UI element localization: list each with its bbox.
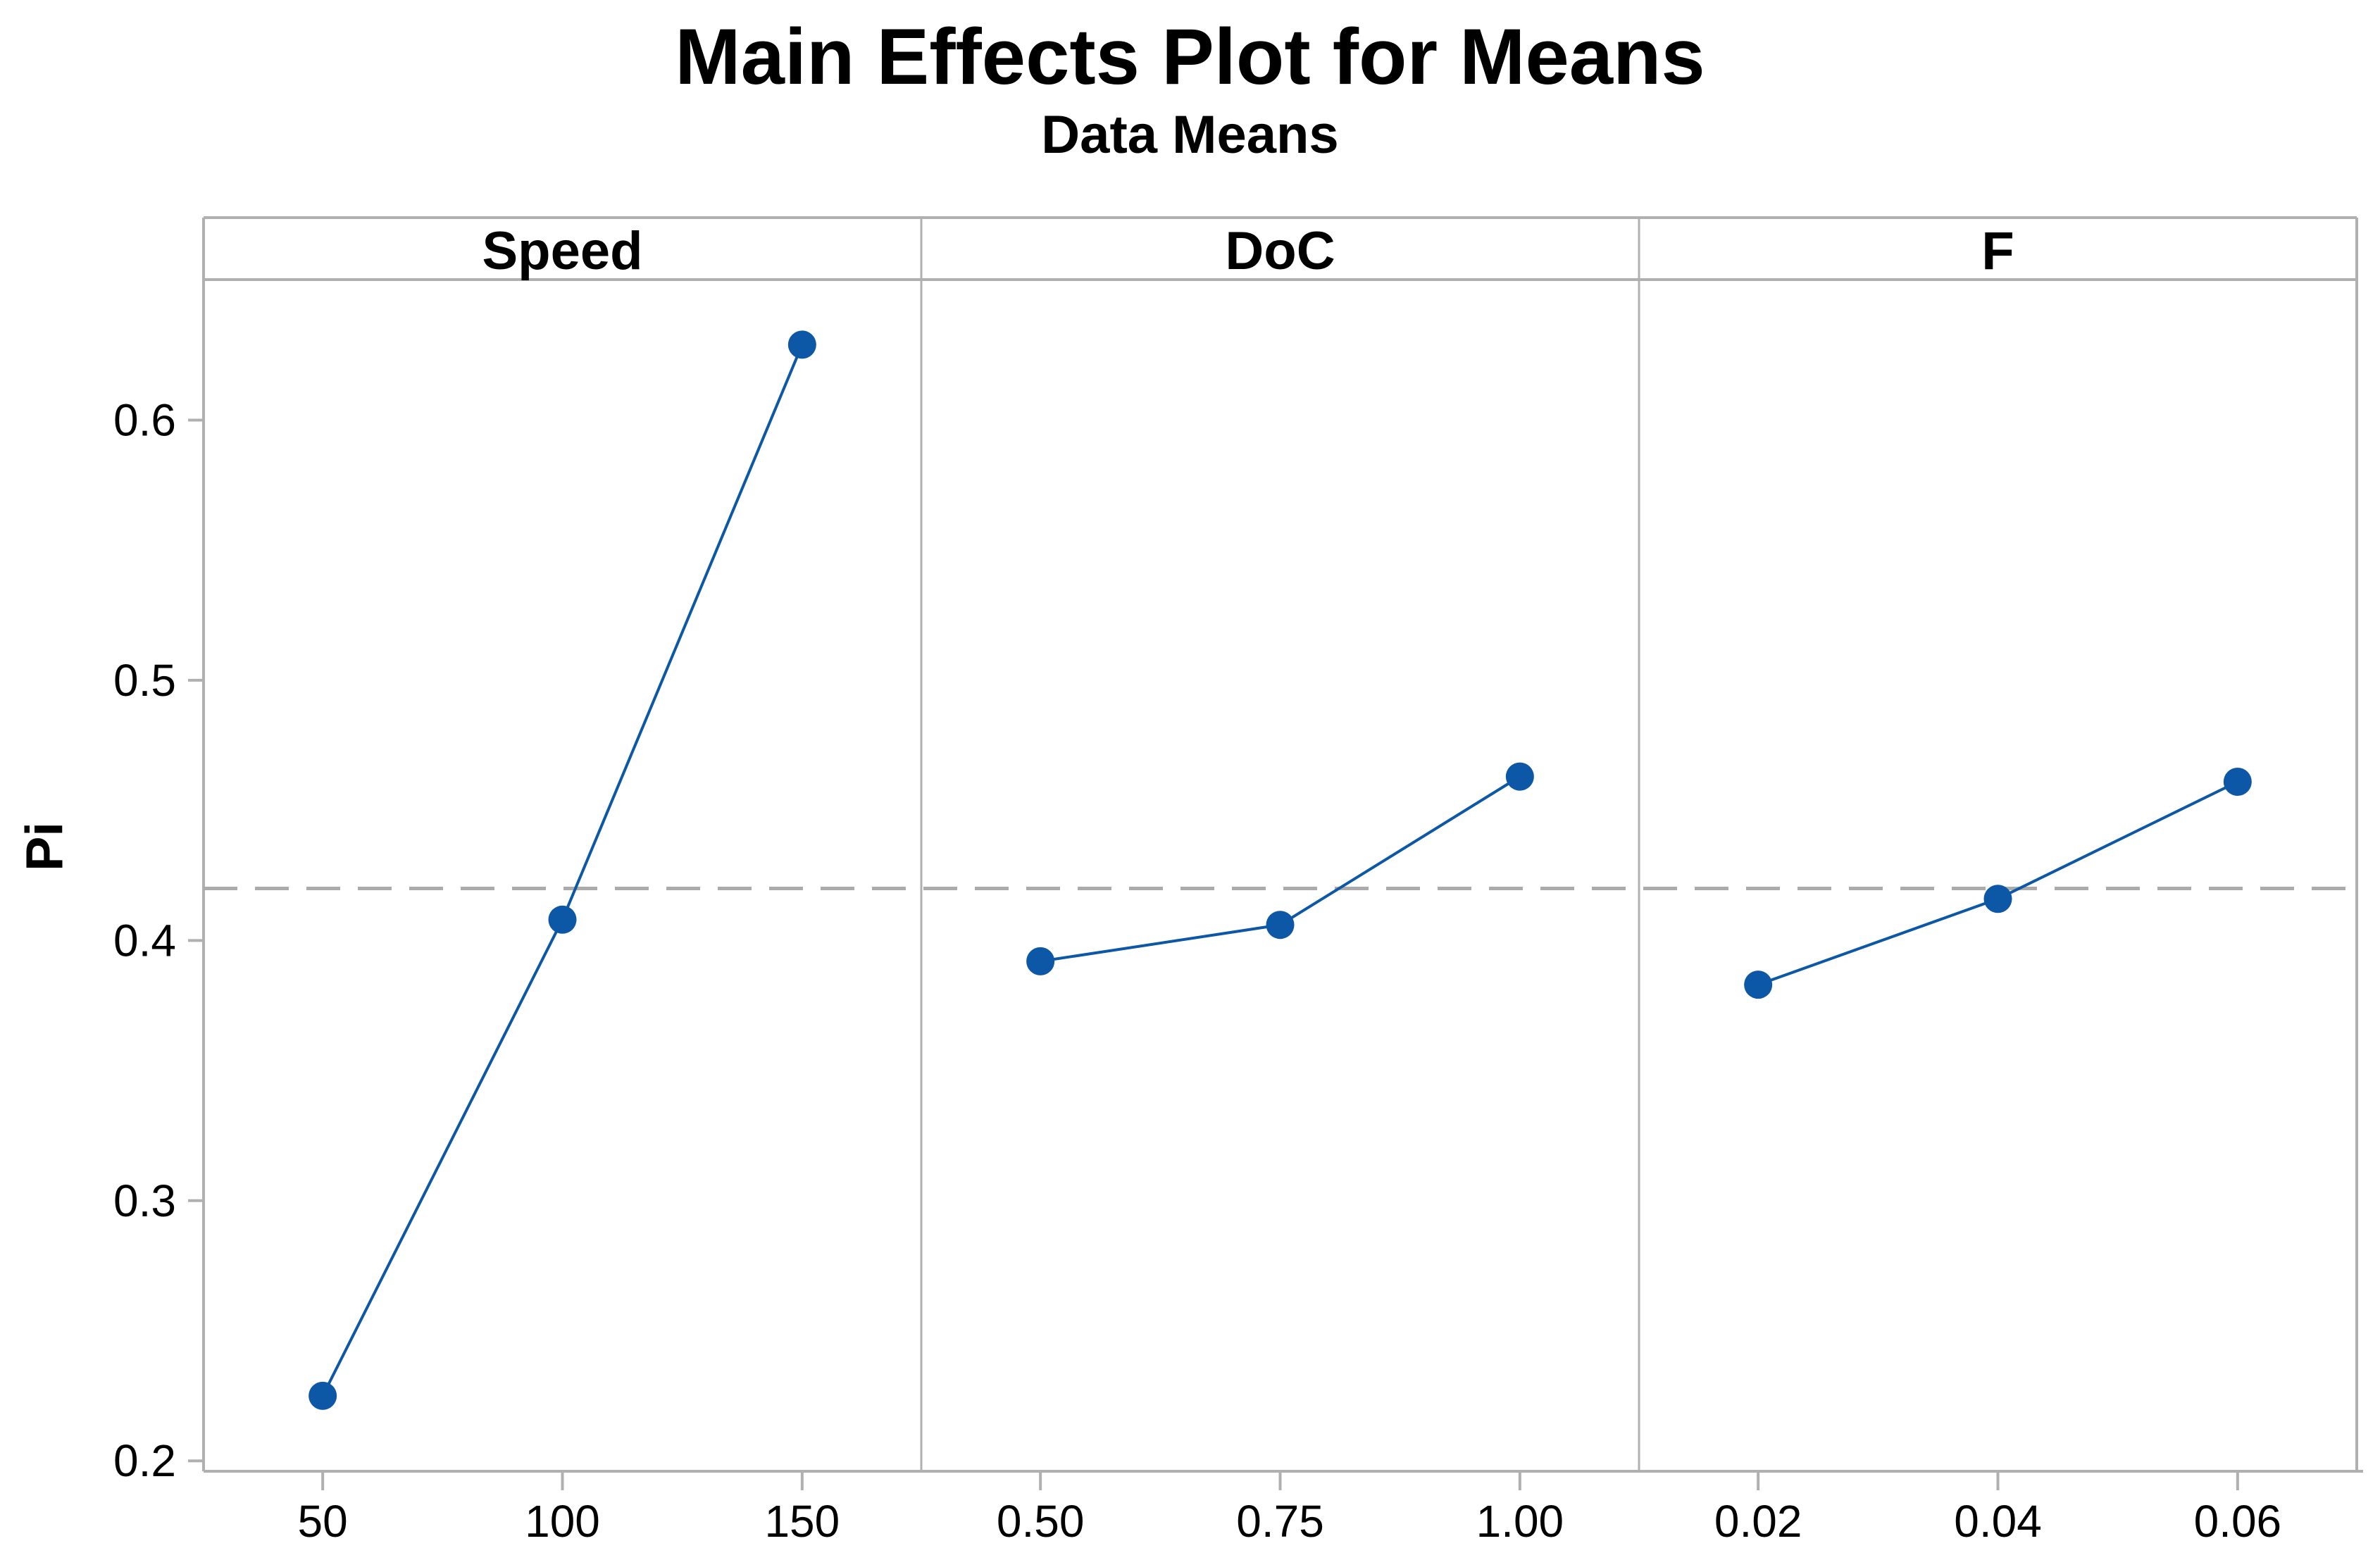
- data-point: [1266, 911, 1295, 940]
- data-point: [1026, 947, 1055, 975]
- x-tick-label: 150: [764, 1496, 840, 1547]
- chart-title: Main Effects Plot for Means: [675, 13, 1705, 101]
- y-tick-label: 0.3: [113, 1175, 176, 1226]
- data-point: [787, 330, 816, 359]
- y-tick-label: 0.6: [113, 394, 176, 445]
- panel-header-label: F: [1981, 221, 2014, 281]
- data-point: [309, 1381, 337, 1410]
- chart-subtitle: Data Means: [1041, 105, 1339, 165]
- x-tick-label: 0.02: [1714, 1496, 1802, 1547]
- y-tick-label: 0.2: [113, 1435, 176, 1486]
- series-line: [1757, 780, 2238, 987]
- panel-header-label: DoC: [1225, 221, 1335, 281]
- y-tick-label: 0.4: [113, 915, 176, 966]
- x-tick-label: 50: [298, 1496, 348, 1547]
- data-point: [1983, 885, 2012, 913]
- y-tick-label: 0.5: [113, 655, 176, 706]
- x-tick-label: 0.75: [1236, 1496, 1324, 1547]
- data-point: [1505, 762, 1534, 791]
- x-tick-label: 0.06: [2194, 1496, 2282, 1547]
- x-tick-label: 0.04: [1954, 1496, 2042, 1547]
- x-tick-label: 1.00: [1476, 1496, 1564, 1547]
- panel-header-label: Speed: [482, 221, 642, 281]
- data-point: [2223, 768, 2252, 797]
- x-tick-label: 0.50: [997, 1496, 1085, 1547]
- data-point: [1744, 971, 1773, 999]
- series-line: [321, 344, 804, 1397]
- x-tick-label: 100: [525, 1496, 600, 1547]
- data-point: [548, 905, 577, 934]
